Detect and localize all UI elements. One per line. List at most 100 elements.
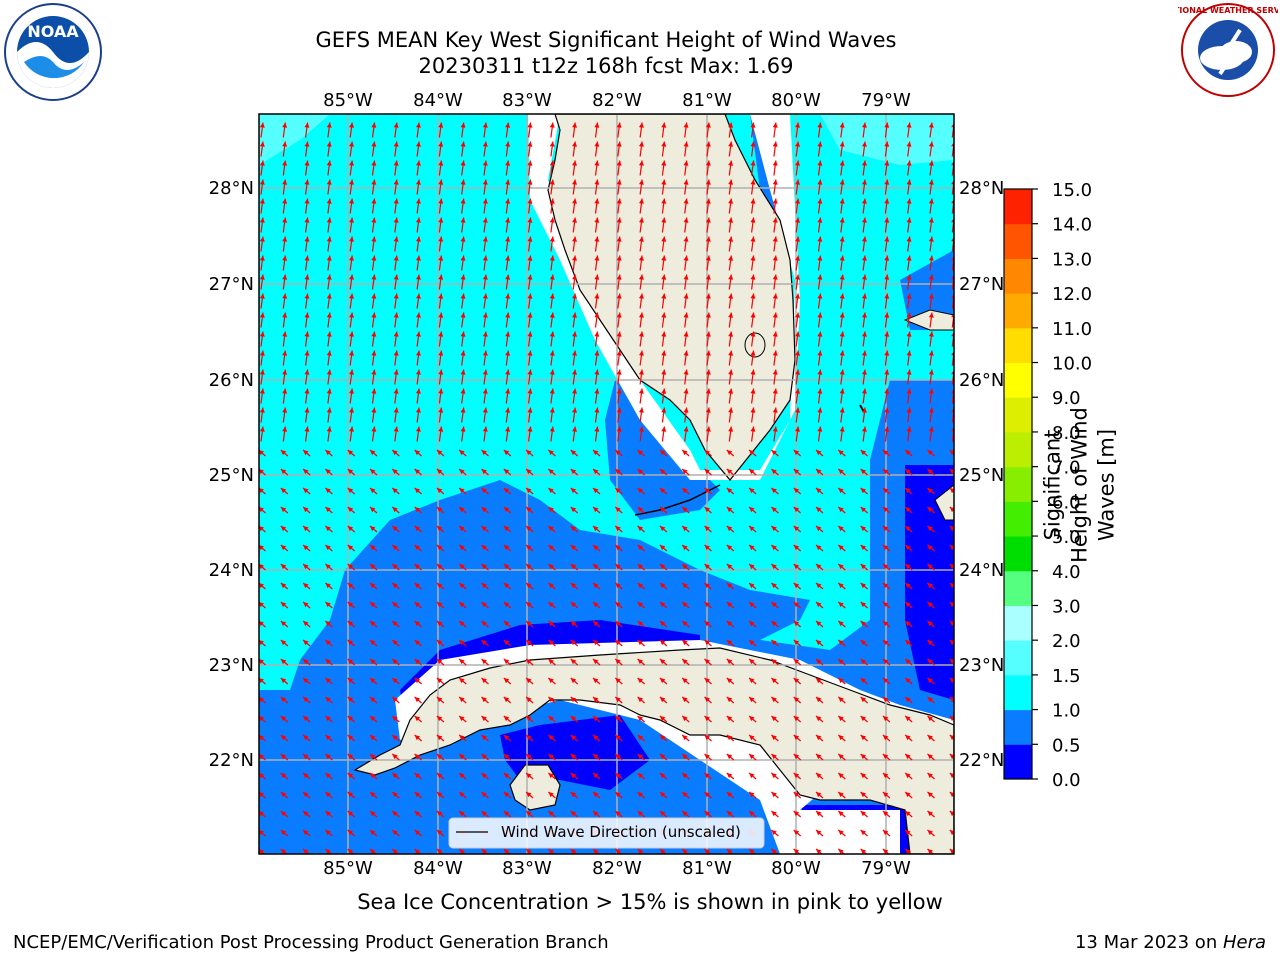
wind-arrow xyxy=(928,141,934,157)
wind-arrow xyxy=(414,620,422,628)
wind-arrow xyxy=(928,350,934,366)
wind-arrow xyxy=(280,468,289,476)
wind-arrow xyxy=(280,487,289,495)
wind-arrow xyxy=(837,791,846,799)
wind-arrow xyxy=(481,487,489,495)
lat-label-left: 23°N xyxy=(209,655,254,676)
wind-arrow xyxy=(928,407,934,423)
wind-arrow xyxy=(414,677,422,685)
wind-arrow xyxy=(549,274,555,290)
wind-arrow xyxy=(772,388,778,404)
wind-arrow xyxy=(572,312,578,328)
wind-arrow xyxy=(906,350,912,366)
wind-arrow xyxy=(481,791,489,799)
wind-arrow xyxy=(927,677,935,685)
wind-arrow xyxy=(414,487,422,495)
wind-arrow xyxy=(793,620,802,628)
wind-arrow xyxy=(503,506,512,514)
wind-arrow xyxy=(817,388,823,404)
lon-labels-top: 85°W 84°W 83°W 82°W 81°W 80°W 79°W xyxy=(323,90,911,111)
wind-arrow xyxy=(525,525,534,533)
wind-arrow xyxy=(438,350,444,366)
wind-arrow xyxy=(391,506,400,514)
wind-arrow xyxy=(882,696,891,704)
wind-arrow xyxy=(349,426,355,442)
wind-arrow xyxy=(482,274,488,290)
wind-arrow xyxy=(748,753,757,761)
wind-arrow xyxy=(549,407,555,423)
wind-arrow xyxy=(616,388,622,404)
wind-arrow xyxy=(280,829,289,837)
wind-arrow xyxy=(884,293,890,309)
wind-arrow xyxy=(436,582,445,590)
wind-arrow xyxy=(304,141,310,157)
wind-arrow xyxy=(369,544,378,552)
wind-arrow xyxy=(683,236,689,252)
wind-arrow xyxy=(748,639,757,647)
coast-gap-florida xyxy=(528,114,800,480)
wind-arrow xyxy=(815,639,824,647)
wind-arrow xyxy=(661,255,667,271)
wind-arrow xyxy=(839,426,845,442)
wind-arrow xyxy=(795,426,801,442)
wind-arrow xyxy=(637,658,645,666)
wind-arrow xyxy=(592,449,601,457)
wind-arrow xyxy=(347,734,356,742)
wind-arrow xyxy=(748,772,757,780)
wind-arrow xyxy=(750,369,756,385)
wind-arrow xyxy=(771,696,779,704)
wind-arrow xyxy=(616,426,622,442)
wind-arrow xyxy=(614,601,623,609)
wind-arrow xyxy=(683,274,689,290)
wind-arrow xyxy=(527,179,533,195)
wind-arrow xyxy=(302,563,311,571)
wind-arrow xyxy=(815,563,824,571)
wind-arrow xyxy=(347,753,356,761)
wind-arrow xyxy=(415,426,421,442)
wind-arrow xyxy=(927,696,935,704)
wind-arrow xyxy=(460,255,466,271)
wind-arrow xyxy=(415,141,421,157)
wind-arrow xyxy=(659,582,668,590)
wind-arrow xyxy=(839,236,845,252)
wind-arrow xyxy=(325,449,333,457)
wind-arrow xyxy=(503,791,512,799)
wind-arrow xyxy=(503,715,512,723)
wind-arrow xyxy=(614,525,623,533)
colorbar-tick-label: 7.0 xyxy=(1052,458,1081,479)
wind-arrow xyxy=(637,620,645,628)
wind-arrow xyxy=(325,715,333,723)
wind-arrow xyxy=(815,506,824,514)
wind-arrow xyxy=(391,544,400,552)
wind-arrow xyxy=(393,198,399,214)
wind-arrow xyxy=(325,506,333,514)
wind-arrow xyxy=(681,677,690,685)
wind-arrow xyxy=(458,753,467,761)
wind-arrow xyxy=(772,236,778,252)
wind-arrow xyxy=(661,122,667,138)
wind-arrow xyxy=(458,791,467,799)
wind-arrow xyxy=(414,772,422,780)
wind-arrow xyxy=(927,601,935,609)
lake-okeechobee xyxy=(744,332,766,358)
lon-label-bottom: 85°W xyxy=(323,858,373,879)
lat-label-left: 27°N xyxy=(209,274,254,295)
wind-arrow xyxy=(572,331,578,347)
wind-arrow xyxy=(503,677,512,685)
wind-arrow xyxy=(259,293,265,309)
wind-arrow xyxy=(280,563,289,571)
wind-arrow xyxy=(414,753,422,761)
wind-arrow xyxy=(280,449,289,457)
wind-arrow xyxy=(302,772,311,780)
wind-arrow xyxy=(614,639,623,647)
wind-arrow xyxy=(704,506,712,514)
wind-arrow xyxy=(614,582,623,590)
wind-arrow xyxy=(861,426,867,442)
wind-arrow xyxy=(927,468,935,476)
wind-arrow xyxy=(460,293,466,309)
wind-arrow xyxy=(616,369,622,385)
wind-arrow xyxy=(572,293,578,309)
wind-arrow xyxy=(415,255,421,271)
wind-arrow xyxy=(302,696,311,704)
wind-arrow xyxy=(525,620,534,628)
